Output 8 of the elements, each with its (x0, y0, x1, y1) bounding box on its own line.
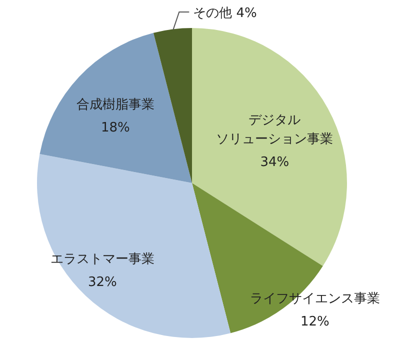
data-label: 34% (260, 154, 290, 170)
slice-label: デジタルソリューション事業 (216, 112, 334, 147)
slice-label: その他 4% (193, 6, 257, 21)
data-label: 12% (300, 314, 330, 330)
slice-label: 合成樹脂事業 (76, 97, 154, 112)
slice-label: エラストマー事業 (50, 252, 154, 268)
data-label: 32% (88, 275, 117, 290)
data-label: 18% (100, 120, 130, 136)
